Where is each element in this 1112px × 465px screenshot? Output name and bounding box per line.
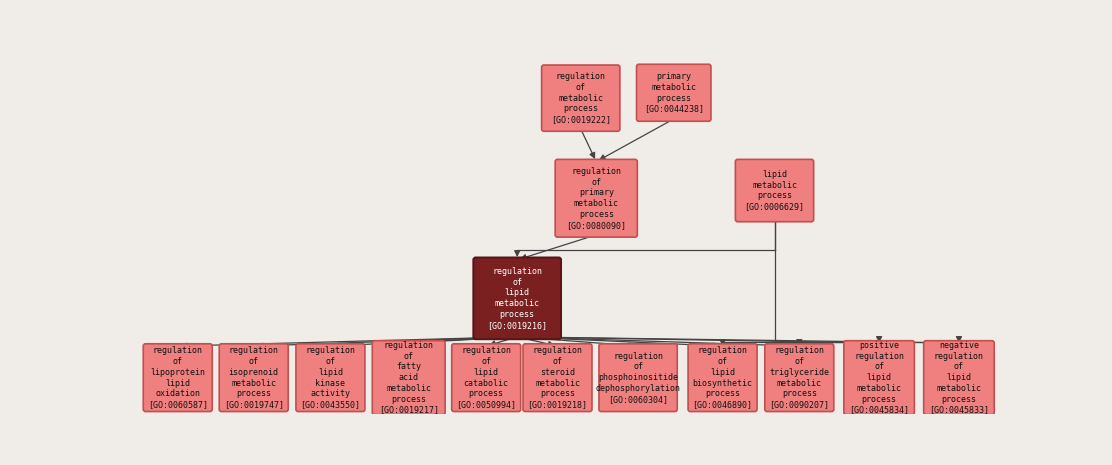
Text: regulation
of
fatty
acid
metabolic
process
[GO:0019217]: regulation of fatty acid metabolic proce… xyxy=(379,341,439,414)
Text: regulation
of
triglyceride
metabolic
process
[GO:0090207]: regulation of triglyceride metabolic pro… xyxy=(770,346,830,409)
FancyBboxPatch shape xyxy=(542,65,619,131)
FancyBboxPatch shape xyxy=(844,341,914,415)
Text: regulation
of
primary
metabolic
process
[GO:0080090]: regulation of primary metabolic process … xyxy=(566,167,626,230)
Text: regulation
of
lipid
metabolic
process
[GO:0019216]: regulation of lipid metabolic process [G… xyxy=(487,267,547,330)
Text: regulation
of
isoprenoid
metabolic
process
[GO:0019747]: regulation of isoprenoid metabolic proce… xyxy=(224,346,284,409)
FancyBboxPatch shape xyxy=(599,344,677,412)
FancyBboxPatch shape xyxy=(924,341,994,415)
Text: regulation
of
steroid
metabolic
process
[GO:0019218]: regulation of steroid metabolic process … xyxy=(527,346,587,409)
FancyBboxPatch shape xyxy=(688,344,757,412)
Text: negative
regulation
of
lipid
metabolic
process
[GO:0045833]: negative regulation of lipid metabolic p… xyxy=(929,341,989,414)
FancyBboxPatch shape xyxy=(296,344,365,412)
FancyBboxPatch shape xyxy=(735,159,814,222)
FancyBboxPatch shape xyxy=(373,341,445,415)
Text: primary
metabolic
process
[GO:0044238]: primary metabolic process [GO:0044238] xyxy=(644,72,704,113)
FancyBboxPatch shape xyxy=(636,64,711,121)
FancyBboxPatch shape xyxy=(765,344,834,412)
Text: lipid
metabolic
process
[GO:0006629]: lipid metabolic process [GO:0006629] xyxy=(745,170,804,211)
Text: positive
regulation
of
lipid
metabolic
process
[GO:0045834]: positive regulation of lipid metabolic p… xyxy=(850,341,910,414)
FancyBboxPatch shape xyxy=(219,344,288,412)
FancyBboxPatch shape xyxy=(451,344,520,412)
FancyBboxPatch shape xyxy=(474,258,560,339)
FancyBboxPatch shape xyxy=(143,344,212,412)
Text: regulation
of
phosphoinositide
dephosphorylation
[GO:0060304]: regulation of phosphoinositide dephospho… xyxy=(596,352,681,404)
Text: regulation
of
lipoprotein
lipid
oxidation
[GO:0060587]: regulation of lipoprotein lipid oxidatio… xyxy=(148,346,208,409)
FancyBboxPatch shape xyxy=(523,344,592,412)
Text: regulation
of
lipid
catabolic
process
[GO:0050994]: regulation of lipid catabolic process [G… xyxy=(456,346,516,409)
Text: regulation
of
lipid
kinase
activity
[GO:0043550]: regulation of lipid kinase activity [GO:… xyxy=(300,346,360,409)
FancyBboxPatch shape xyxy=(555,159,637,237)
Text: regulation
of
lipid
biosynthetic
process
[GO:0046890]: regulation of lipid biosynthetic process… xyxy=(693,346,753,409)
Text: regulation
of
metabolic
process
[GO:0019222]: regulation of metabolic process [GO:0019… xyxy=(550,72,610,124)
